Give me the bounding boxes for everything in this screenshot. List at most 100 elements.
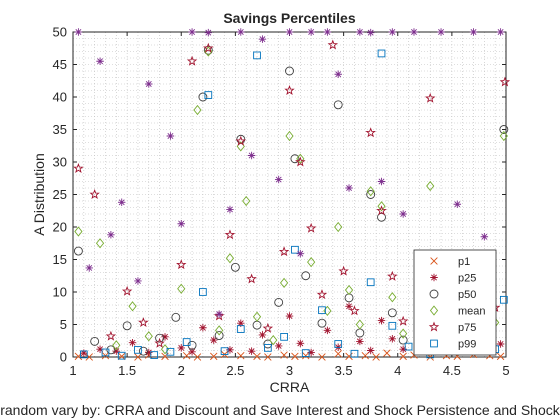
data-point-mean: [426, 180, 435, 192]
data-point-p75: [105, 330, 117, 341]
data-point-p75: [138, 317, 149, 327]
data-point-mean: [296, 153, 305, 164]
legend-marker-mean: [429, 305, 439, 316]
data-point-p99: [366, 278, 375, 287]
data-point-p1: [253, 352, 261, 361]
data-point-p50: [214, 331, 224, 340]
data-point-p1: [318, 353, 326, 361]
data-point-p75: [203, 42, 214, 53]
x-tick-label: 2.5: [226, 363, 244, 378]
data-point-p75: [365, 127, 376, 138]
legend: p1 p25 p50 mean p75 p99: [413, 249, 497, 356]
legend-box: [413, 249, 497, 356]
data-point-extra: [453, 200, 462, 208]
data-point-p50: [122, 321, 132, 331]
data-point-p50: [301, 271, 311, 281]
data-point-extra: [399, 210, 407, 218]
data-point-extra: [85, 264, 93, 272]
data-point-p1: [182, 351, 191, 360]
data-point-p75: [154, 337, 165, 348]
data-point-p75: [284, 85, 295, 95]
data-point-mean: [193, 104, 202, 116]
data-point-p50: [398, 335, 408, 345]
data-point-p75: [425, 92, 436, 103]
data-point-mean: [215, 325, 224, 336]
legend-entry-mean: mean: [429, 305, 486, 318]
data-point-p75: [376, 205, 387, 216]
data-point-extra: [356, 28, 364, 36]
data-point-p25: [199, 324, 207, 332]
data-point-p75: [246, 273, 257, 284]
data-point-p99: [101, 348, 110, 357]
data-point-extra: [307, 28, 315, 36]
data-point-p50: [285, 66, 294, 76]
x-axis-label: CRRA: [270, 379, 310, 395]
legend-marker-p25: [430, 273, 438, 282]
data-markers: [73, 28, 511, 361]
x-tick-label: 1: [69, 363, 76, 378]
y-tick-label: 45: [53, 57, 67, 72]
data-point-mean: [269, 334, 278, 346]
data-point-extra: [285, 28, 294, 36]
data-point-p1: [210, 352, 218, 361]
data-point-extra: [410, 28, 418, 36]
data-point-p25: [496, 340, 505, 348]
legend-label-mean: mean: [458, 306, 486, 318]
data-point-p99: [388, 321, 397, 330]
x-tick-label: 4: [394, 363, 401, 378]
data-point-p75: [121, 285, 133, 296]
data-point-extra: [388, 28, 397, 36]
data-point-p99: [350, 349, 359, 358]
data-point-p99: [264, 344, 272, 352]
y-tick-label: 35: [53, 122, 67, 137]
data-point-p50: [499, 125, 509, 134]
data-point-extra: [437, 28, 445, 36]
data-point-p50: [230, 262, 240, 272]
data-point-extra: [296, 249, 305, 258]
data-point-p99: [499, 295, 508, 304]
data-point-mean: [366, 186, 375, 197]
data-point-p75: [397, 315, 409, 326]
series-extra-6: [74, 28, 505, 318]
data-point-p50: [203, 45, 213, 55]
data-point-p25: [96, 345, 104, 353]
legend-entry-p25: p25: [430, 273, 476, 285]
data-point-p1: [237, 351, 245, 360]
data-point-p50: [366, 190, 376, 199]
data-point-extra: [237, 28, 245, 36]
legend-entry-p75: p75: [428, 321, 476, 334]
data-point-p50: [106, 345, 116, 355]
data-point-p50: [138, 346, 148, 356]
data-point-p1: [280, 351, 288, 359]
data-point-p25: [307, 348, 315, 357]
data-point-extra: [96, 57, 104, 65]
data-point-p75: [387, 270, 398, 281]
chart-title: Savings Percentiles: [223, 10, 356, 26]
y-tick-label: 30: [53, 155, 67, 170]
data-point-extra: [145, 80, 153, 88]
legend-entry-p1: p1: [430, 256, 470, 268]
data-point-extra: [345, 184, 353, 192]
data-point-mean: [74, 226, 83, 237]
y-tick-label: 5: [60, 317, 67, 332]
data-point-p99: [318, 306, 326, 315]
data-point-p25: [388, 335, 397, 343]
x-tick-label: 5: [502, 363, 509, 378]
data-point-extra: [177, 220, 185, 228]
data-point-p1: [361, 351, 369, 360]
data-point-mean: [499, 130, 508, 142]
data-point-p50: [155, 333, 165, 343]
data-point-p25: [188, 348, 196, 356]
x-tick-label: 3.5: [335, 363, 353, 378]
data-point-mean: [225, 253, 235, 264]
data-point-mean: [160, 344, 170, 355]
x-tick-label: 1.5: [118, 363, 136, 378]
data-point-p99: [334, 340, 343, 348]
data-point-p25: [226, 346, 234, 354]
data-point-p99: [377, 49, 386, 58]
data-point-p99: [199, 288, 207, 296]
data-point-p75: [89, 189, 100, 199]
data-point-extra: [134, 277, 142, 285]
data-point-extra: [258, 35, 267, 43]
